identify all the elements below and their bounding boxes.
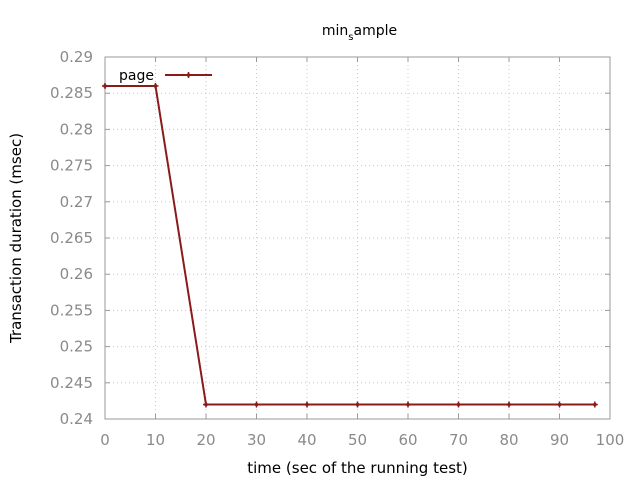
y-axis-ticks: 0.24 0.245 0.25 0.255 0.26 0.265 0.27 0.275 0.28…: [50, 48, 610, 428]
y-tick-label: 0.275: [50, 157, 93, 175]
x-axis-ticks: 0 10 20 30 40 50 60 70 80 90 100: [100, 57, 624, 449]
marker-dot: [406, 402, 410, 407]
legend-marker-glyph: [185, 72, 192, 78]
y-tick-label: 0.255: [50, 301, 93, 319]
y-tick-label: 0.28: [60, 120, 93, 138]
y-tick-label: 0.265: [50, 229, 93, 247]
data-point: [203, 401, 209, 408]
y-tick-label: 0.24: [60, 410, 93, 428]
marker-dot: [593, 402, 597, 407]
x-tick-label: 70: [449, 431, 468, 449]
marker-dot: [305, 402, 309, 407]
data-point: [405, 401, 411, 408]
data-point: [591, 401, 598, 408]
marker-dot: [186, 73, 191, 77]
data-point: [556, 401, 563, 408]
marker-dot: [204, 402, 208, 407]
data-point: [253, 401, 260, 408]
data-point: [455, 401, 462, 408]
x-tick-label: 10: [146, 431, 165, 449]
data-point: [152, 82, 159, 89]
marker-dot: [456, 402, 461, 407]
series-line-page: [105, 84, 595, 406]
x-tick-label: 100: [596, 431, 625, 449]
marker-dot: [254, 402, 259, 407]
chart-title: minsample: [322, 23, 397, 43]
x-tick-label: 60: [398, 431, 417, 449]
x-tick-label: 50: [348, 431, 367, 449]
marker-dot: [153, 84, 158, 88]
x-tick-label: 40: [297, 431, 316, 449]
x-tick-label: 20: [196, 431, 215, 449]
legend-marker-page: [185, 72, 192, 78]
data-point: [102, 82, 108, 89]
data-point: [354, 401, 361, 408]
x-tick-label: 0: [100, 431, 110, 449]
x-axis-label: time (sec of the running test): [247, 459, 468, 477]
legend-label-page: page: [119, 68, 154, 84]
chart-title-main: min: [322, 23, 348, 39]
x-tick-label: 90: [550, 431, 569, 449]
data-point: [506, 401, 512, 408]
chart-title-subscript: s: [348, 32, 353, 43]
grid: [105, 57, 610, 419]
marker-dot: [355, 402, 360, 407]
legend: page: [119, 68, 212, 84]
marker-dot: [507, 402, 511, 407]
data-point: [304, 401, 310, 408]
y-axis-label: Transaction duration (msec): [7, 133, 25, 344]
y-tick-label: 0.245: [50, 374, 93, 392]
marker-dot: [557, 402, 562, 407]
x-tick-label: 80: [499, 431, 518, 449]
y-tick-label: 0.27: [60, 193, 93, 211]
x-tick-label: 30: [247, 431, 266, 449]
y-tick-label: 0.26: [60, 265, 93, 283]
y-tick-label: 0.25: [60, 338, 93, 356]
marker-dot: [103, 84, 107, 88]
series-layer: [102, 82, 598, 408]
y-tick-label: 0.285: [50, 84, 93, 102]
y-tick-label: 0.29: [60, 48, 93, 66]
chart-title-rest: ample: [354, 23, 398, 39]
